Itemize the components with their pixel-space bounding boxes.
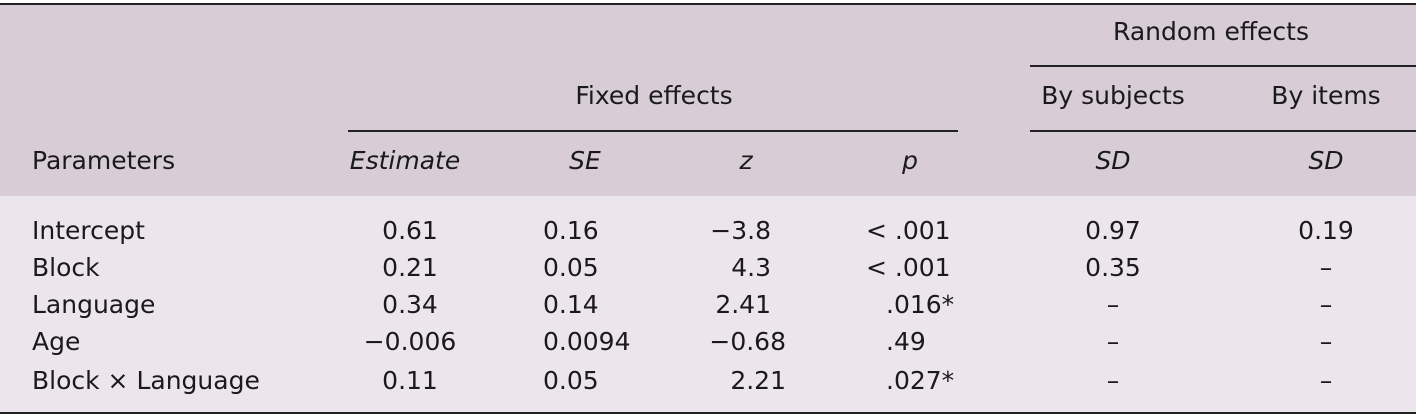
- estimate-cell: 0.61: [382, 216, 438, 245]
- p-cell: .49: [886, 327, 926, 356]
- random-effects-heading: Random effects: [1112, 17, 1310, 46]
- sd-items-cell: 0.19: [1298, 216, 1354, 245]
- sd-items-cell: –: [1319, 366, 1333, 395]
- col-header-sd-items: SD: [1308, 146, 1344, 175]
- se-cell: 0.0094: [543, 327, 631, 356]
- se-cell: 0.14: [543, 290, 599, 319]
- by-subjects-heading: By subjects: [1041, 81, 1185, 110]
- sd-subjects-cell: 0.97: [1085, 216, 1141, 245]
- sd-subjects-cell: –: [1106, 366, 1120, 395]
- fixed-effects-heading: Fixed effects: [575, 81, 733, 110]
- estimate-cell: 0.34: [382, 290, 438, 319]
- col-header-p: p: [902, 146, 918, 175]
- sd-items-cell: –: [1319, 290, 1333, 319]
- col-header-sd-subjects: SD: [1095, 146, 1131, 175]
- p-cell: < .001: [866, 216, 951, 245]
- col-header-se: SE: [569, 146, 601, 175]
- top-rule: [0, 3, 1416, 5]
- z-cell: −3.8: [710, 216, 771, 245]
- z-cell: 2.21: [730, 366, 786, 395]
- sd-items-cell: –: [1319, 253, 1333, 282]
- param-cell: Block: [32, 253, 100, 282]
- z-cell: 2.41: [715, 290, 771, 319]
- param-cell: Block × Language: [32, 366, 260, 395]
- p-cell: .016*: [886, 290, 955, 319]
- sd-subjects-cell: –: [1106, 327, 1120, 356]
- table-body-background: [0, 196, 1416, 414]
- sd-subjects-cell: –: [1106, 290, 1120, 319]
- p-cell: < .001: [866, 253, 951, 282]
- p-cell: .027*: [886, 366, 955, 395]
- bottom-rule: [0, 412, 1416, 414]
- estimate-cell: 0.21: [382, 253, 438, 282]
- estimate-cell: −0.006: [363, 327, 457, 356]
- by-items-heading: By items: [1271, 81, 1381, 110]
- z-cell: −0.68: [709, 327, 786, 356]
- param-cell: Age: [32, 327, 81, 356]
- param-cell: Language: [32, 290, 156, 319]
- fixed-effects-rule: [348, 130, 958, 132]
- se-cell: 0.05: [543, 253, 599, 282]
- col-header-parameters: Parameters: [32, 146, 176, 175]
- param-cell: Intercept: [32, 216, 145, 245]
- table-header-background: [0, 4, 1416, 196]
- sd-subjects-cell: 0.35: [1085, 253, 1141, 282]
- estimate-cell: 0.11: [382, 366, 438, 395]
- z-cell: 4.3: [731, 253, 771, 282]
- random-effects-rule: [1030, 65, 1416, 67]
- col-header-estimate: Estimate: [349, 146, 461, 175]
- random-subgroup-rule: [1030, 130, 1416, 132]
- col-header-z: z: [739, 146, 753, 175]
- sd-items-cell: –: [1319, 327, 1333, 356]
- se-cell: 0.05: [543, 366, 599, 395]
- se-cell: 0.16: [543, 216, 599, 245]
